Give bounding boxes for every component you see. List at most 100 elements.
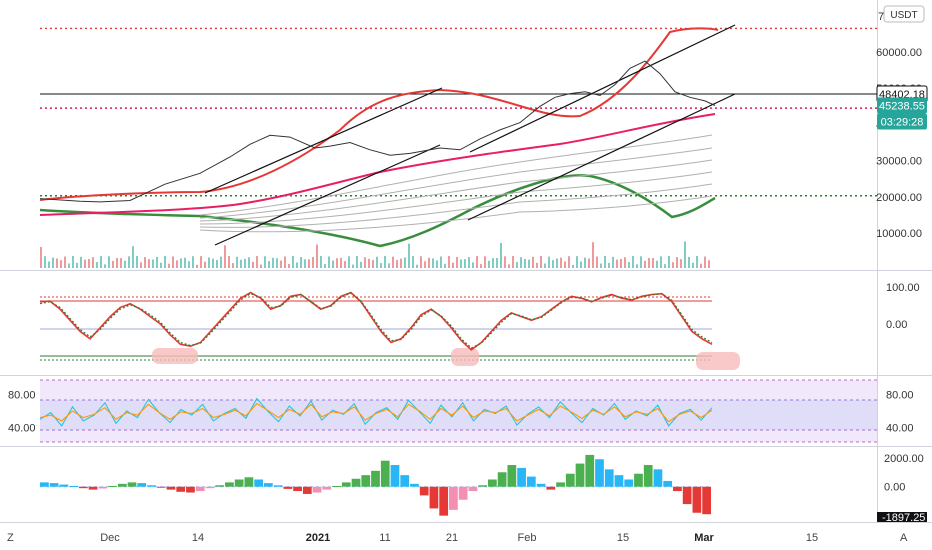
price-tag-label: 03:29:28 — [881, 116, 924, 128]
volume-bar — [676, 257, 678, 268]
momentum-bar — [361, 475, 371, 487]
momentum-bar — [293, 486, 302, 492]
momentum-bar — [390, 465, 400, 487]
momentum-tick-label: 0.00 — [884, 482, 905, 494]
momentum-bar — [526, 476, 536, 487]
volume-bar — [252, 261, 254, 268]
volume-bar — [224, 245, 226, 268]
volume-bar — [620, 259, 622, 268]
volume-bar — [624, 257, 626, 268]
volume-bar — [468, 257, 470, 268]
momentum-bar — [595, 459, 604, 487]
volume-bar — [384, 256, 386, 268]
volume-bar — [520, 257, 522, 268]
rsi-panel: 80.00 80.00 40.00 40.00 — [8, 379, 914, 443]
volume-bar — [112, 260, 114, 268]
volume-bar — [640, 256, 642, 268]
channel-lines — [204, 24, 736, 246]
volume-bar — [588, 258, 590, 268]
momentum-bar — [643, 465, 653, 487]
volume-bar — [692, 262, 694, 268]
momentum-bar — [624, 479, 634, 487]
moving-average-magenta — [39, 113, 716, 216]
volume-bar — [208, 257, 210, 268]
momentum-bar — [507, 465, 517, 487]
volume-bar — [48, 261, 50, 268]
momentum-bar — [176, 486, 186, 492]
volume-bar — [220, 256, 222, 268]
volume-bars — [40, 241, 710, 268]
momentum-bar — [380, 460, 390, 487]
momentum-bar — [225, 482, 234, 487]
momentum-histogram — [40, 454, 712, 516]
volume-bar — [416, 264, 418, 268]
volume-bar — [652, 258, 654, 268]
volume-bar — [56, 258, 58, 268]
volume-bar — [312, 257, 314, 268]
volume-bar — [364, 257, 366, 268]
momentum-bar — [108, 486, 117, 487]
volume-bar — [392, 256, 394, 268]
rsi-band-inner — [40, 400, 877, 430]
momentum-bar — [264, 483, 273, 487]
momentum-bar — [78, 486, 88, 489]
volume-bar — [320, 256, 322, 268]
volume-bar — [356, 256, 358, 268]
volume-bar — [704, 256, 706, 268]
price-tag-box — [877, 97, 927, 114]
auto-scale-button[interactable]: A — [900, 532, 908, 544]
volume-bar — [168, 263, 170, 268]
volume-bar — [536, 262, 538, 268]
volume-bar — [104, 264, 106, 268]
timezone-button[interactable]: Z — [7, 532, 14, 544]
volume-bar — [116, 257, 118, 268]
momentum-bar — [702, 486, 711, 515]
volume-bar — [412, 256, 414, 268]
momentum-bar — [371, 470, 380, 487]
volume-bar — [444, 263, 446, 268]
volume-bar — [592, 242, 594, 268]
momentum-bar — [458, 486, 468, 500]
momentum-value-tag-box — [877, 512, 927, 522]
momentum-bar — [439, 486, 449, 516]
momentum-bar — [127, 482, 137, 487]
volume-bar — [648, 257, 650, 268]
volume-bar — [564, 261, 566, 268]
momentum-bar — [40, 482, 49, 487]
volume-bar — [396, 259, 398, 268]
highlight-oversold-1 — [152, 348, 198, 364]
volume-bar — [52, 257, 54, 268]
x-tick-label: Mar — [694, 532, 714, 544]
momentum-bar — [322, 486, 332, 490]
volume-bar — [480, 264, 482, 268]
momentum-bar — [312, 486, 322, 493]
momentum-bar — [302, 486, 312, 494]
momentum-tick-label: 2000.00 — [884, 453, 924, 465]
volume-bar — [256, 256, 258, 268]
volume-bar — [352, 264, 354, 268]
ribbon-ma-5 — [199, 183, 713, 228]
volume-bar — [420, 256, 422, 268]
channel-2-upper — [469, 24, 736, 153]
momentum-y-axis: 2000.00 0.00 -1897.25 — [877, 453, 927, 524]
volume-bar — [264, 256, 266, 268]
momentum-bar — [400, 475, 410, 487]
momentum-bar — [254, 479, 263, 487]
volume-bar — [488, 260, 490, 268]
x-tick-label: 14 — [192, 532, 204, 544]
momentum-bar — [215, 485, 225, 487]
y-tick-label: 30000.00 — [876, 156, 922, 168]
volume-bar — [636, 264, 638, 268]
volume-bar — [360, 261, 362, 268]
x-tick-label: Feb — [518, 532, 537, 544]
momentum-bar — [88, 486, 98, 490]
momentum-bar — [410, 483, 419, 487]
momentum-panel: 2000.00 0.00 -1897.25 — [40, 453, 927, 524]
rsi-tick-label-left: 40.00 — [8, 423, 36, 435]
channel-1-upper — [204, 87, 443, 194]
volume-bar — [464, 259, 466, 268]
volume-bar — [372, 259, 374, 268]
y-tick-label: 60000.00 — [876, 47, 922, 59]
volume-bar — [228, 256, 230, 268]
volume-bar — [436, 260, 438, 268]
